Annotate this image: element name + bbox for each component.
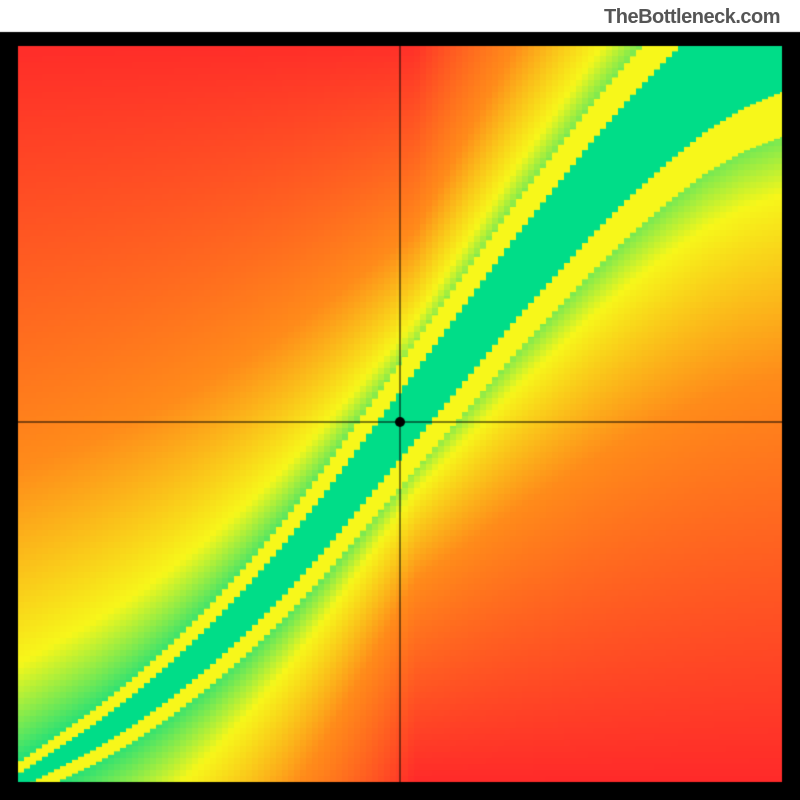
- watermark-text: TheBottleneck.com: [604, 6, 780, 29]
- bottleneck-heatmap: [0, 0, 800, 800]
- chart-container: TheBottleneck.com: [0, 0, 800, 800]
